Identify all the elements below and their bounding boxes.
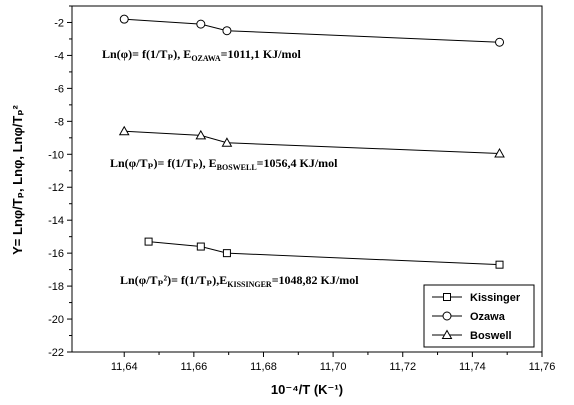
annotation-ozawa-sub: OZAWA — [191, 54, 221, 63]
annotation-boswell-value: =1056,4 KJ/mol — [257, 156, 339, 170]
annotation-kissinger-text: Ln(φ/Tₚ²)= f(1/Tₚ),E — [120, 273, 227, 287]
x-tick-label: 11,72 — [389, 361, 416, 373]
y-tick-label: -14 — [48, 215, 64, 227]
x-axis-title: 10⁻⁴/T (K⁻¹) — [271, 382, 343, 397]
y-tick-label: -10 — [48, 149, 64, 161]
data-point-boswell — [118, 125, 130, 136]
y-tick-label: -16 — [48, 248, 64, 260]
series-line-kissinger — [148, 241, 500, 266]
annotation-kissinger-sub: KISSINGER — [227, 280, 272, 289]
annotation-ozawa-value: =1011,1 KJ/mol — [221, 47, 302, 61]
y-tick-label: -12 — [48, 182, 64, 194]
x-tick-label: 11,76 — [529, 361, 556, 373]
x-tick-label: 11,66 — [180, 361, 207, 373]
annotation-ozawa: Ln(φ)= f(1/Tₚ), EOZAWA=1011,1 KJ/mol — [102, 47, 301, 63]
data-point-ozawa — [119, 14, 129, 24]
legend: Kissinger Ozawa Boswell — [423, 284, 535, 348]
x-tick-label: 11,74 — [459, 361, 486, 373]
y-tick-label: -22 — [48, 347, 64, 359]
data-point-ozawa — [222, 26, 232, 36]
data-point-kissinger — [196, 242, 205, 251]
y-axis-title: Y= Lnφ/Tₚ, Lnφ, Lnφ/Tₚ² — [10, 104, 25, 254]
y-tick-label: -6 — [54, 83, 64, 95]
annotation-kissinger-value: =1048,82 KJ/mol — [272, 273, 360, 287]
y-tick-label: -20 — [48, 314, 64, 326]
series-line-boswell — [124, 130, 500, 154]
x-tick-label: 11,64 — [111, 361, 138, 373]
series-line-ozawa — [124, 18, 500, 43]
annotation-ozawa-text: Ln(φ)= f(1/Tₚ), E — [102, 47, 191, 61]
data-point-boswell — [494, 147, 505, 158]
annotation-boswell: Ln(φ/Tₚ)= f(1/Tₚ), EBOSWELL=1056,4 KJ/mo… — [110, 156, 338, 172]
x-tick-label: 11,68 — [250, 361, 277, 373]
y-tick-label: -18 — [48, 281, 64, 293]
x-tick-label: 11,70 — [320, 361, 347, 373]
legend-marker-kissinger — [443, 293, 451, 301]
y-tick-label: -2 — [54, 17, 64, 29]
legend-label-kissinger: Kissinger — [470, 292, 521, 304]
data-point-kissinger — [144, 237, 153, 246]
y-tick-label: -8 — [54, 116, 64, 128]
legend-label-boswell: Boswell — [470, 330, 512, 342]
annotation-boswell-text: Ln(φ/Tₚ)= f(1/Tₚ), E — [110, 156, 217, 170]
legend-label-ozawa: Ozawa — [470, 311, 506, 323]
plot-frame — [71, 5, 543, 353]
y-tick-label: -4 — [54, 50, 64, 62]
legend-marker-ozawa — [442, 311, 452, 321]
annotation-boswell-sub: BOSWELL — [217, 163, 257, 172]
data-point-ozawa — [495, 37, 505, 47]
data-point-boswell — [195, 129, 207, 140]
data-point-kissinger — [222, 249, 231, 258]
data-point-ozawa — [196, 19, 206, 29]
legend-marker-boswell — [441, 329, 453, 339]
data-point-boswell — [221, 137, 233, 147]
annotation-kissinger: Ln(φ/Tₚ²)= f(1/Tₚ),EKISSINGER=1048,82 KJ… — [120, 273, 359, 289]
data-point-kissinger — [495, 260, 504, 269]
